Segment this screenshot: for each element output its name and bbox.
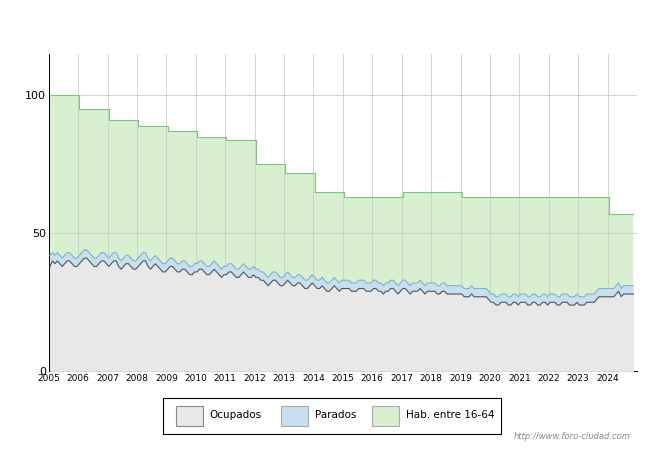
Bar: [372, 406, 399, 427]
Bar: [281, 406, 308, 427]
Bar: [176, 406, 203, 427]
Text: Hab. entre 16-64: Hab. entre 16-64: [406, 410, 495, 420]
Text: Ocupados: Ocupados: [210, 410, 262, 420]
Text: Herrín de Campos - Evolucion de la poblacion en edad de Trabajar Noviembre de 20: Herrín de Campos - Evolucion de la pobla…: [24, 16, 626, 31]
Text: http://www.foro-ciudad.com: http://www.foro-ciudad.com: [514, 432, 630, 441]
Text: Parados: Parados: [315, 410, 356, 420]
